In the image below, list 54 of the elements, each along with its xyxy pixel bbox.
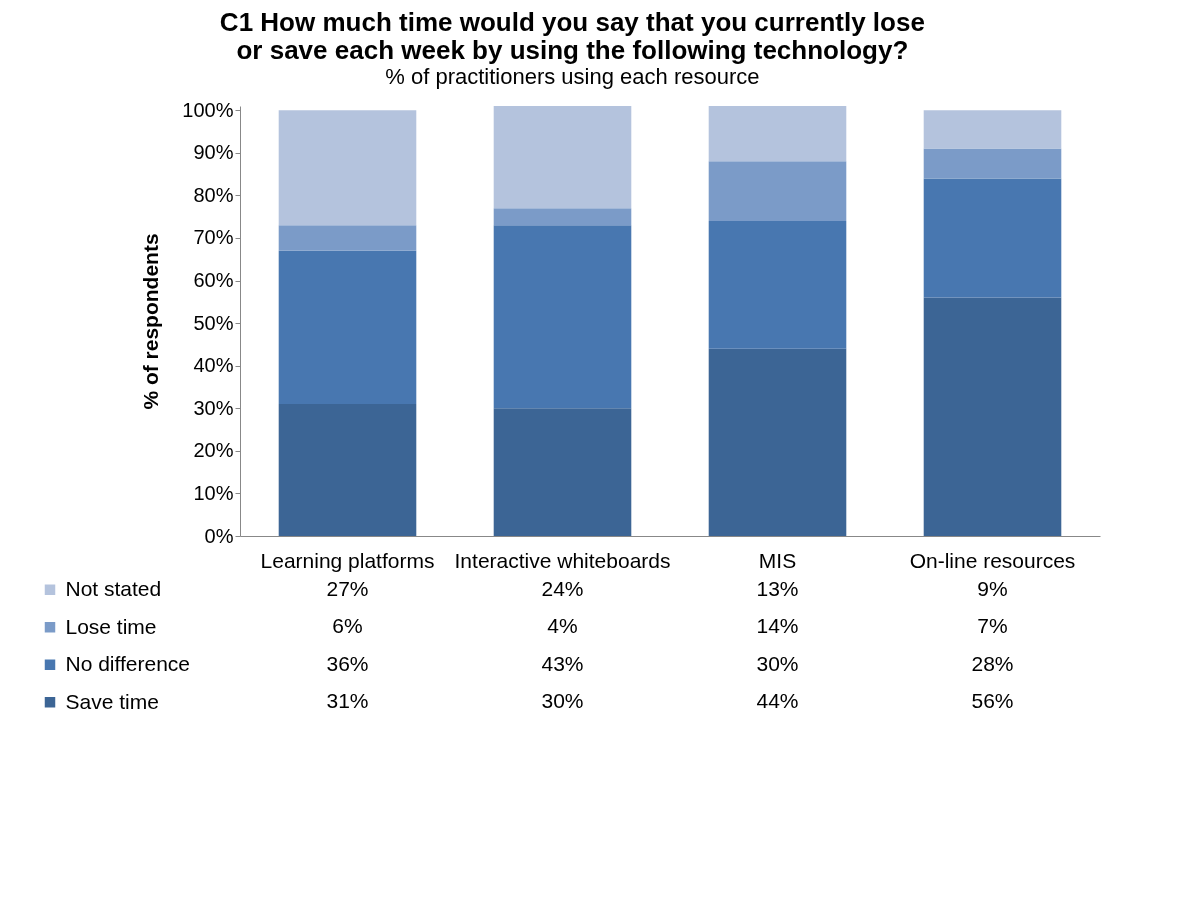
bar bbox=[493, 208, 632, 226]
legend-label: Lose time bbox=[65, 614, 157, 638]
bar bbox=[923, 148, 1062, 179]
bar bbox=[923, 110, 1062, 149]
bar bbox=[493, 408, 632, 536]
data-label: 43% bbox=[541, 651, 584, 675]
data-label: 31% bbox=[326, 689, 369, 713]
data-label: 6% bbox=[332, 614, 363, 638]
y-tick-label: 80% bbox=[193, 183, 234, 206]
x-tick-label: Interactive whiteboards bbox=[454, 548, 671, 572]
data-label: 27% bbox=[326, 576, 369, 600]
data-label: 7% bbox=[977, 614, 1008, 638]
bar bbox=[278, 225, 417, 251]
bar bbox=[708, 106, 847, 162]
y-tick-label: 70% bbox=[193, 226, 234, 249]
y-tick-label: 20% bbox=[193, 439, 234, 462]
bar bbox=[493, 106, 632, 209]
data-label: 36% bbox=[326, 651, 369, 675]
data-label: 30% bbox=[756, 651, 799, 675]
data-label: 56% bbox=[971, 689, 1014, 713]
bar bbox=[923, 297, 1062, 536]
data-label: 28% bbox=[971, 651, 1014, 675]
data-label: 44% bbox=[756, 689, 799, 713]
y-tick-label: 60% bbox=[193, 269, 234, 292]
legend-label: Not stated bbox=[65, 577, 162, 601]
y-tick-label: 30% bbox=[193, 396, 234, 419]
bar bbox=[708, 348, 847, 536]
y-tick-label: 100% bbox=[182, 98, 234, 121]
y-tick-label: 40% bbox=[193, 354, 234, 377]
bar bbox=[278, 404, 417, 536]
y-tick-label: 50% bbox=[193, 311, 234, 334]
bar bbox=[278, 110, 417, 226]
legend-label: No difference bbox=[65, 652, 191, 676]
y-tick-label: 10% bbox=[193, 481, 234, 504]
x-tick-label: On-line resources bbox=[909, 548, 1076, 572]
data-label: 13% bbox=[756, 576, 799, 600]
legend-label: Save time bbox=[65, 689, 159, 713]
data-label: 30% bbox=[541, 689, 584, 713]
y-tick-label: 90% bbox=[193, 141, 234, 164]
bar bbox=[923, 178, 1062, 298]
y-axis-title: % of respondents bbox=[139, 233, 163, 410]
data-label: 9% bbox=[977, 576, 1008, 600]
x-tick-label: MIS bbox=[758, 548, 797, 572]
chart-title: C1 How much time would you say that you currently lose or save each week by using the following technology? bbox=[219, 7, 925, 66]
bar bbox=[708, 161, 847, 221]
data-label: 24% bbox=[541, 576, 584, 600]
data-label: 4% bbox=[547, 614, 578, 638]
data-label: 14% bbox=[756, 614, 799, 638]
bar bbox=[493, 225, 632, 409]
bar bbox=[278, 250, 417, 405]
chart-subtitle: % of practitioners using each resource bbox=[385, 64, 760, 90]
y-tick-label: 0% bbox=[204, 524, 234, 547]
bar bbox=[708, 220, 847, 349]
x-tick-label: Learning platforms bbox=[260, 548, 435, 572]
